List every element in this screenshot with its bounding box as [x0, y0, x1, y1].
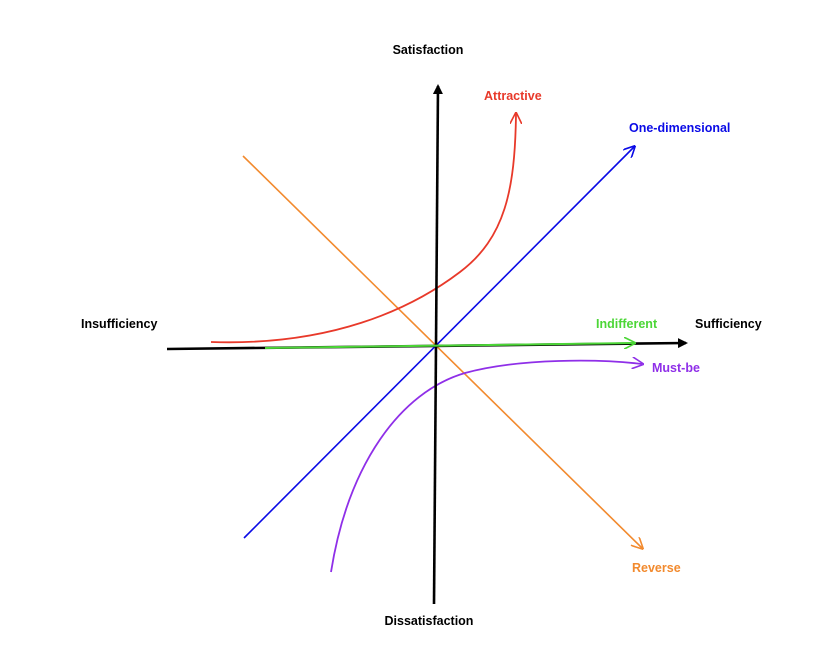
- dissatisfaction-label: Dissatisfaction: [385, 614, 474, 628]
- attractive-label: Attractive: [484, 89, 542, 103]
- must-be-curve: [330, 361, 642, 573]
- sufficiency-label: Sufficiency: [695, 317, 762, 331]
- satisfaction-label: Satisfaction: [393, 43, 464, 57]
- indifferent-label: Indifferent: [596, 317, 658, 331]
- insufficiency-label: Insufficiency: [81, 317, 157, 331]
- one-dimensional-label: One-dimensional: [629, 121, 730, 135]
- indifferent-curve: [264, 343, 634, 348]
- attractive-curve: [210, 114, 516, 344]
- reverse-label: Reverse: [632, 561, 681, 575]
- must-be-label: Must-be: [652, 361, 700, 375]
- reverse-curve: [242, 155, 642, 548]
- one-dimensional-curve: [243, 147, 634, 539]
